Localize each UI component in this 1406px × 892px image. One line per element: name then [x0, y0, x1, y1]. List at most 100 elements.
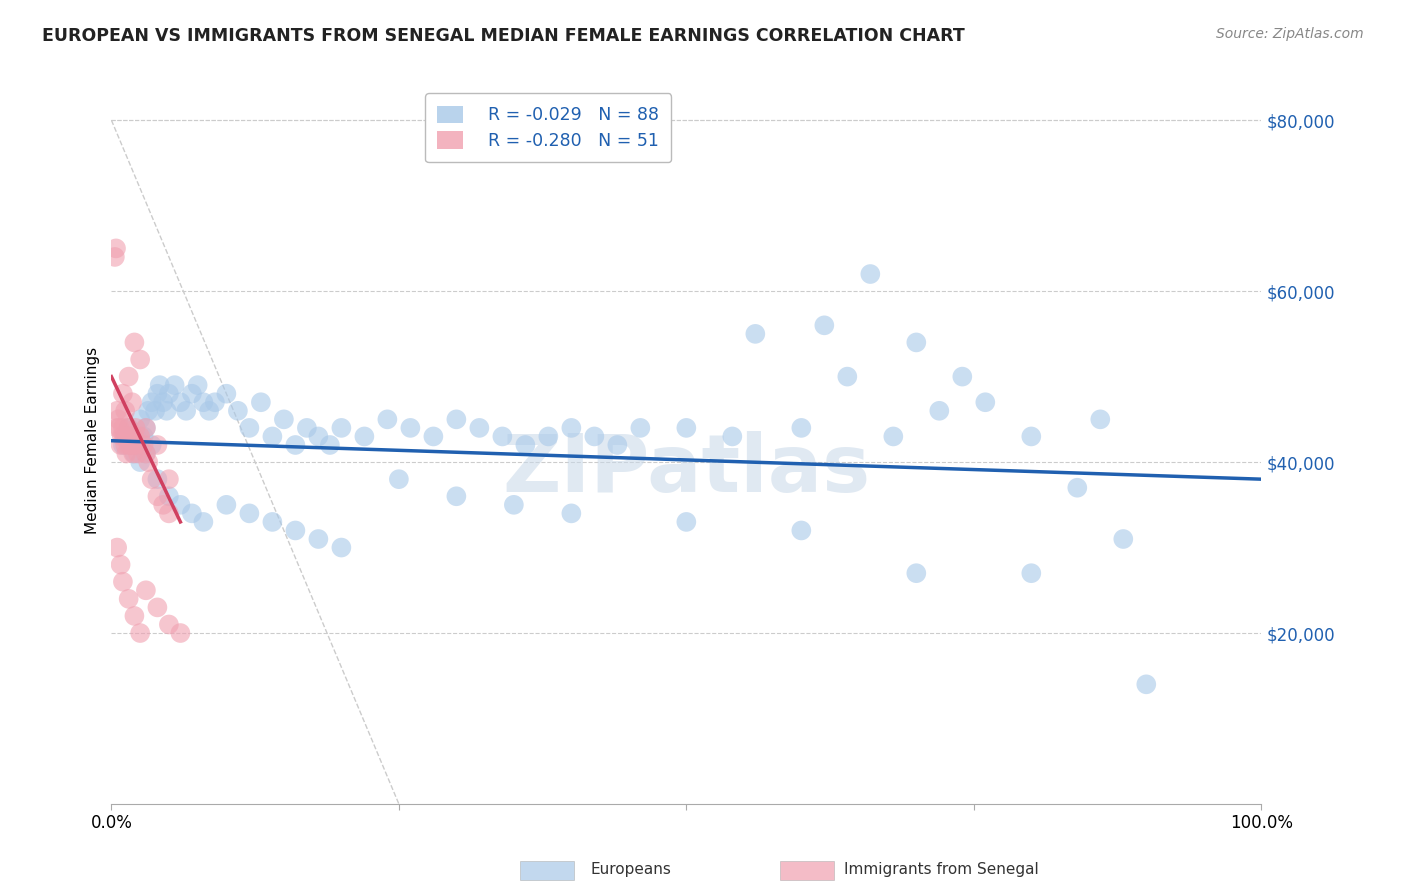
- Immigrants from Senegal: [118, 591, 141, 606]
- Europeans: [193, 515, 215, 529]
- Europeans: [446, 412, 468, 426]
- Europeans: [124, 446, 146, 460]
- Europeans: [319, 438, 342, 452]
- Immigrants from Senegal: [118, 438, 141, 452]
- Immigrants from Senegal: [124, 438, 146, 452]
- Immigrants from Senegal: [135, 446, 157, 460]
- Europeans: [129, 455, 152, 469]
- Europeans: [560, 507, 582, 521]
- Europeans: [790, 421, 813, 435]
- Immigrants from Senegal: [118, 421, 141, 435]
- Europeans: [129, 412, 152, 426]
- Immigrants from Senegal: [112, 429, 135, 443]
- Immigrants from Senegal: [105, 241, 128, 255]
- Immigrants from Senegal: [104, 250, 127, 264]
- Immigrants from Senegal: [118, 369, 141, 384]
- Europeans: [422, 429, 444, 443]
- Immigrants from Senegal: [118, 429, 141, 443]
- Immigrants from Senegal: [129, 352, 152, 367]
- Europeans: [169, 498, 191, 512]
- Europeans: [180, 507, 202, 521]
- Europeans: [114, 429, 136, 443]
- Europeans: [837, 369, 859, 384]
- Immigrants from Senegal: [111, 429, 134, 443]
- Immigrants from Senegal: [124, 335, 146, 350]
- Europeans: [146, 386, 169, 401]
- Europeans: [307, 532, 329, 546]
- Immigrants from Senegal: [120, 438, 142, 452]
- Europeans: [193, 395, 215, 409]
- Europeans: [284, 524, 307, 538]
- Europeans: [606, 438, 628, 452]
- Europeans: [628, 421, 651, 435]
- Europeans: [187, 378, 209, 392]
- Text: Source: ZipAtlas.com: Source: ZipAtlas.com: [1216, 27, 1364, 41]
- Europeans: [675, 421, 697, 435]
- Immigrants from Senegal: [135, 421, 157, 435]
- Immigrants from Senegal: [121, 395, 143, 409]
- Immigrants from Senegal: [122, 446, 145, 460]
- Europeans: [155, 404, 177, 418]
- Europeans: [928, 404, 950, 418]
- Europeans: [882, 429, 904, 443]
- Europeans: [198, 404, 221, 418]
- Immigrants from Senegal: [111, 574, 134, 589]
- Europeans: [1135, 677, 1157, 691]
- Immigrants from Senegal: [146, 600, 169, 615]
- Europeans: [295, 421, 318, 435]
- Europeans: [744, 326, 766, 341]
- Text: Immigrants from Senegal: Immigrants from Senegal: [844, 863, 1039, 877]
- Europeans: [163, 378, 186, 392]
- Immigrants from Senegal: [152, 498, 174, 512]
- Y-axis label: Median Female Earnings: Median Female Earnings: [86, 347, 100, 534]
- Europeans: [537, 429, 560, 443]
- Europeans: [675, 515, 697, 529]
- Europeans: [262, 429, 284, 443]
- Text: EUROPEAN VS IMMIGRANTS FROM SENEGAL MEDIAN FEMALE EARNINGS CORRELATION CHART: EUROPEAN VS IMMIGRANTS FROM SENEGAL MEDI…: [42, 27, 965, 45]
- Europeans: [226, 404, 249, 418]
- Europeans: [121, 438, 143, 452]
- Europeans: [1112, 532, 1135, 546]
- Europeans: [204, 395, 226, 409]
- Europeans: [273, 412, 295, 426]
- Immigrants from Senegal: [136, 455, 159, 469]
- Europeans: [1021, 429, 1043, 443]
- Europeans: [141, 395, 163, 409]
- Immigrants from Senegal: [107, 412, 129, 426]
- Europeans: [215, 386, 238, 401]
- Europeans: [399, 421, 422, 435]
- Europeans: [136, 404, 159, 418]
- Immigrants from Senegal: [132, 438, 155, 452]
- Immigrants from Senegal: [157, 472, 180, 486]
- Immigrants from Senegal: [114, 438, 136, 452]
- Europeans: [583, 429, 606, 443]
- Europeans: [169, 395, 191, 409]
- Europeans: [377, 412, 399, 426]
- Immigrants from Senegal: [146, 489, 169, 503]
- Immigrants from Senegal: [157, 617, 180, 632]
- Europeans: [180, 386, 202, 401]
- Europeans: [146, 472, 169, 486]
- Europeans: [560, 421, 582, 435]
- Europeans: [149, 378, 172, 392]
- Immigrants from Senegal: [108, 421, 131, 435]
- Immigrants from Senegal: [124, 429, 146, 443]
- Immigrants from Senegal: [146, 438, 169, 452]
- Europeans: [238, 421, 260, 435]
- Europeans: [135, 446, 157, 460]
- Europeans: [1066, 481, 1088, 495]
- Immigrants from Senegal: [105, 541, 128, 555]
- Europeans: [157, 386, 180, 401]
- Europeans: [330, 421, 353, 435]
- Europeans: [491, 429, 513, 443]
- Europeans: [515, 438, 537, 452]
- Immigrants from Senegal: [157, 507, 180, 521]
- Immigrants from Senegal: [110, 438, 132, 452]
- Immigrants from Senegal: [141, 472, 163, 486]
- Europeans: [721, 429, 744, 443]
- Text: Europeans: Europeans: [591, 863, 672, 877]
- Europeans: [446, 489, 468, 503]
- Europeans: [262, 515, 284, 529]
- Europeans: [1090, 412, 1112, 426]
- Europeans: [353, 429, 375, 443]
